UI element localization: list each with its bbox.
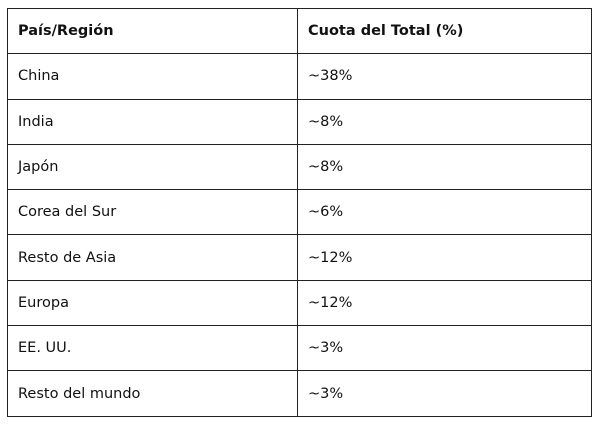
header-cell: Cuota del Total (%) (297, 7, 592, 55)
table-row: Japón ~8% (7, 143, 592, 191)
table-cell: ~38% (297, 53, 592, 100)
table-cell: ~12% (297, 279, 592, 327)
table-cell: ~6% (297, 189, 592, 236)
table-row: Resto del mundo ~3% (7, 370, 592, 417)
table-row: Europa ~12% (7, 279, 592, 327)
table-row: Resto de Asia ~12% (7, 234, 592, 281)
table-cell: Corea del Sur (7, 189, 298, 236)
header-cell: País/Región (7, 7, 298, 55)
table-row: China ~38% (7, 53, 592, 100)
table-cell: ~8% (297, 98, 592, 145)
data-table: País/Región Cuota del Total (%) China ~38%… (7, 7, 592, 417)
table-cell: ~8% (297, 143, 592, 191)
table-row: Corea del Sur ~6% (7, 189, 592, 236)
table-row: India ~8% (7, 98, 592, 145)
table-cell: Resto de Asia (7, 234, 298, 281)
header-row: País/Región Cuota del Total (%) (7, 7, 592, 55)
table-cell: ~3% (297, 325, 592, 372)
table-body: China ~38% India ~8% Japón ~8% Corea del Sur ~6… (7, 53, 592, 417)
table-header: País/Región Cuota del Total (%) (7, 7, 592, 55)
table-cell: Europa (7, 279, 298, 327)
table-cell: Japón (7, 143, 298, 191)
table-row: EE. UU. ~3% (7, 325, 592, 372)
table-cell: EE. UU. (7, 325, 298, 372)
table-cell: Resto del mundo (7, 370, 298, 417)
table-cell: India (7, 98, 298, 145)
table-cell: China (7, 53, 298, 100)
table-cell: ~3% (297, 370, 592, 417)
table-cell: ~12% (297, 234, 592, 281)
